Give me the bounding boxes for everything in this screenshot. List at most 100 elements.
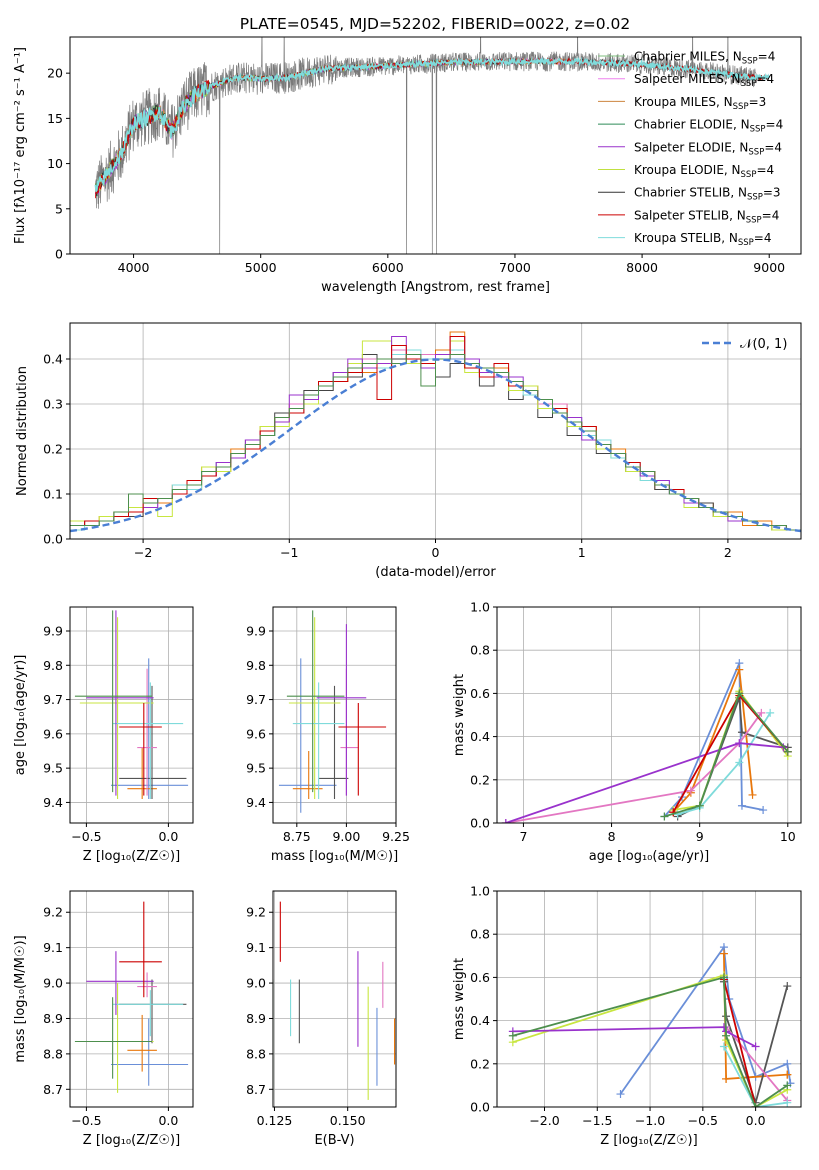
x-tick-label: −0.5 — [688, 1113, 718, 1128]
legend-label: Kroupa MILES, NSSP=3 — [634, 95, 766, 112]
weight-marker — [783, 1059, 792, 1068]
weight-marker — [748, 790, 757, 799]
panel-3: −0.5 0.0 9.4 9.5 9.6 9.7 9.8 9.9 Z [log₁₀(Z/Z☉)]… — [13, 606, 194, 864]
errorbar-point-6 — [112, 682, 184, 799]
y-tick-label: 0.6 — [470, 686, 490, 701]
legend-label: Salpeter MILES, NSSP=4 — [634, 72, 774, 89]
panel-2: 𝒩(0, 1) −2 −1 0 1 2 0.0 0.1 0.2 0.3 0.4 (data-model… — [15, 322, 802, 580]
y-tick-label: 9.6 — [43, 726, 63, 741]
axes-frame — [69, 890, 194, 1108]
x-tick-label: −1.5 — [582, 1113, 612, 1128]
x-axis-label: wavelength [Angstrom, rest frame] — [321, 280, 550, 295]
x-tick-label: 8 — [608, 829, 616, 844]
x-tick-label: 0 — [432, 545, 440, 560]
y-tick-label: 9.5 — [43, 761, 63, 776]
x-tick-label: 0.0 — [746, 1113, 766, 1128]
x-tick-label: 5000 — [245, 260, 277, 275]
weight-marker — [783, 747, 792, 756]
weight-marker — [737, 801, 746, 810]
y-tick-label: 0.0 — [470, 816, 490, 831]
y-tick-label: 9.8 — [43, 658, 63, 673]
y-tick-label: 9.9 — [43, 624, 63, 639]
x-tick-label: 9 — [696, 829, 704, 844]
weight-series-4 — [501, 708, 766, 823]
weight-series-9 — [508, 973, 792, 1107]
x-axis-label: mass [log₁₀(M/M☉)] — [271, 849, 398, 864]
plot-area — [508, 943, 795, 1107]
panel-4: 8.75 9.00 9.25 9.4 9.5 9.6 9.7 9.8 9.9 mass [log₁… — [246, 606, 410, 864]
x-tick-label: 9.00 — [332, 829, 360, 844]
y-tick-label: 0.2 — [43, 442, 63, 457]
weight-marker — [751, 1103, 760, 1107]
errorbar-point-5 — [288, 617, 341, 799]
axes-frame — [69, 36, 802, 255]
x-tick-label: 6000 — [372, 260, 404, 275]
y-tick-label: 1.0 — [470, 884, 490, 899]
axes-frame — [69, 606, 194, 824]
x-tick-label: −0.5 — [71, 829, 101, 844]
errorbar-point-9 — [74, 610, 152, 793]
y-tick-label: 8.7 — [246, 1082, 266, 1097]
y-axis-label: mass weight — [452, 674, 467, 756]
y-tick-label: 0.0 — [470, 1100, 490, 1115]
axes-frame — [272, 606, 397, 824]
weight-marker — [722, 1074, 731, 1083]
figure-title: PLATE=0545, MJD=52202, FIBERID=0022, z=0… — [240, 15, 630, 33]
legend: 𝒩(0, 1) — [702, 337, 787, 352]
legend: Chabrier MILES, NSSP=4 Salpeter MILES, NS… — [598, 50, 783, 248]
y-tick-label: 8.9 — [246, 1011, 266, 1026]
weight-marker — [751, 1042, 760, 1051]
x-tick-label: 10 — [780, 829, 796, 844]
errorbar-point-8 — [119, 901, 162, 998]
y-tick-label: 0.4 — [470, 1013, 490, 1028]
y-tick-label: 15 — [47, 111, 63, 126]
legend-label: Salpeter STELIB, NSSP=4 — [634, 208, 779, 225]
y-axis-label: Normed distribution — [15, 366, 30, 496]
y-tick-label: 9.4 — [43, 795, 63, 810]
y-tick-label: 8.9 — [43, 1011, 63, 1026]
errorbar-point-4 — [137, 668, 157, 796]
y-tick-label: 9.4 — [246, 795, 266, 810]
y-tick-label: 9.6 — [246, 726, 266, 741]
x-axis-label: E(B-V) — [314, 1133, 354, 1148]
y-axis-label: Flux [fλ10⁻¹⁷ erg cm⁻² s⁻¹ A⁻¹] — [13, 47, 28, 244]
errorbar-point-8 — [338, 703, 387, 796]
plot-area — [74, 610, 189, 799]
plots-layer: Chabrier MILES, NSSP=4 Salpeter MILES, NS… — [13, 36, 802, 1148]
errorbar-point-1 — [111, 658, 189, 799]
x-tick-label: 0.125 — [257, 1113, 293, 1128]
weight-marker — [695, 801, 704, 810]
weight-marker — [735, 758, 744, 767]
panel-6: −0.5 0.0 8.7 8.8 8.9 9.0 9.1 9.2 Z [log₁₀(Z/Z☉)]… — [13, 890, 194, 1148]
weight-line — [664, 691, 789, 818]
y-tick-label: 0.6 — [470, 970, 490, 985]
x-axis-label: (data-model)/error — [375, 565, 496, 580]
y-tick-label: 9.7 — [246, 692, 266, 707]
weight-marker — [737, 728, 746, 737]
y-tick-label: 9.0 — [43, 976, 63, 991]
y-tick-label: 20 — [47, 66, 63, 81]
legend-label: Kroupa ELODIE, NSSP=4 — [634, 163, 774, 180]
errorbar-point-3 — [119, 979, 187, 1044]
errorbar-point-1 — [278, 658, 337, 813]
errorbar-point-3 — [119, 685, 187, 799]
legend-label: Chabrier MILES, NSSP=4 — [634, 50, 775, 67]
legend-label: Kroupa STELIB, NSSP=4 — [634, 231, 772, 248]
errorbar-point-7 — [316, 624, 367, 796]
weight-line — [723, 979, 757, 1107]
y-tick-label: 9.2 — [246, 905, 266, 920]
legend-label: 𝒩(0, 1) — [740, 337, 787, 352]
weight-marker — [616, 1090, 625, 1099]
x-tick-label: 8.75 — [283, 829, 311, 844]
x-tick-label: −1.0 — [635, 1113, 665, 1128]
plot-area — [74, 901, 189, 1093]
plot-area — [70, 331, 801, 539]
weight-series-9 — [660, 689, 792, 821]
weight-marker — [508, 1031, 517, 1040]
weight-marker — [783, 982, 792, 991]
y-tick-label: 0.3 — [43, 397, 63, 412]
y-tick-label: 0.8 — [470, 643, 490, 658]
y-tick-label: 0.8 — [470, 927, 490, 942]
errorbar-point-6 — [112, 990, 184, 1037]
